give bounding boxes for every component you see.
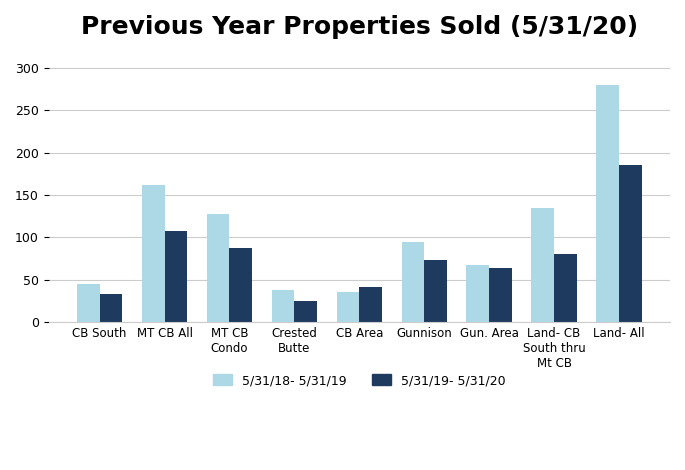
Bar [207,214,229,322]
Bar [619,165,642,322]
Bar [336,292,360,322]
Bar [77,284,99,322]
Bar [489,268,512,322]
Bar [597,86,619,322]
Legend: 5/31/18- 5/31/19, 5/31/19- 5/31/20: 5/31/18- 5/31/19, 5/31/19- 5/31/20 [208,369,510,392]
Bar [401,242,424,322]
Bar [554,254,577,322]
Title: Previous Year Properties Sold (5/31/20): Previous Year Properties Sold (5/31/20) [81,15,638,39]
Bar [142,185,164,322]
Bar [229,248,252,322]
Bar [466,266,489,322]
Bar [164,231,187,322]
Bar [532,208,554,322]
Bar [360,287,382,322]
Bar [99,294,123,322]
Bar [424,260,447,322]
Bar [295,301,317,322]
Bar [272,290,295,322]
